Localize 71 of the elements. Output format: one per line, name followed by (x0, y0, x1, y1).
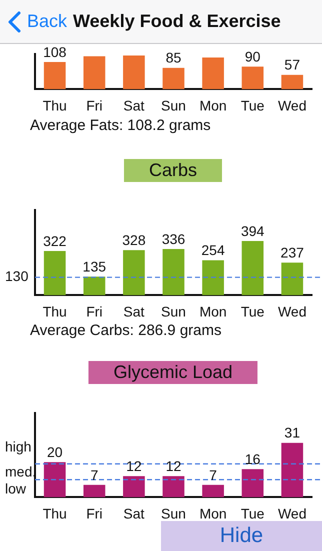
x-tick-label: Sat (123, 303, 145, 320)
bar (162, 476, 184, 498)
x-tick-label: Sun (161, 505, 186, 522)
data-label: 31 (284, 424, 300, 441)
data-label: 57 (284, 56, 300, 73)
text: low (5, 480, 27, 496)
data-label: 12 (166, 458, 182, 474)
text: high (5, 438, 32, 455)
text: Weekly Food & Exercise (73, 11, 281, 32)
data-label: 237 (280, 244, 304, 260)
bar (162, 68, 184, 90)
data-label: 85 (166, 50, 182, 66)
bar (83, 56, 106, 90)
x-tick-label: Fri (86, 303, 103, 320)
bar (202, 484, 224, 498)
bar (83, 484, 106, 498)
bar (242, 469, 264, 498)
x-tick-label: Fri (86, 505, 103, 522)
bar (281, 262, 304, 296)
bar (202, 58, 224, 90)
text: Back (27, 11, 68, 32)
data-label: 394 (240, 222, 265, 239)
chart-title: Glycemic Load (88, 361, 258, 384)
x-tick-label: Sat (123, 97, 145, 114)
bar (44, 462, 66, 498)
x-tick-label: Mon (199, 303, 227, 320)
x-tick-label: Sun (161, 303, 186, 320)
data-label: 336 (162, 230, 186, 247)
x-tick-label: Tue (240, 505, 265, 522)
x-tick-label: Wed (278, 97, 306, 114)
bar (123, 56, 145, 90)
bar (83, 276, 106, 296)
bar (123, 476, 145, 498)
bar (44, 62, 66, 90)
x-tick-label: Tue (240, 97, 265, 114)
data-label: 20 (46, 444, 63, 460)
data-label: 16 (244, 450, 261, 467)
bar (123, 250, 145, 296)
text: Average Carbs: 286.9 grams (30, 322, 222, 339)
x-tick-label: Sat (123, 505, 145, 522)
hide-button: Hide (161, 521, 322, 551)
x-tick-label: Mon (199, 505, 227, 522)
data-label: 108 (43, 44, 67, 60)
data-label: 7 (90, 466, 98, 483)
chart-title: Carbs (124, 159, 222, 182)
bar (281, 74, 304, 90)
annotation: med. (5, 464, 36, 480)
data-label: 135 (82, 258, 106, 275)
x-tick-label: Thu (42, 505, 67, 522)
x-tick-label: Tue (240, 303, 265, 320)
x-tick-label: Wed (278, 303, 306, 320)
data-label: 12 (126, 458, 142, 474)
ref-line-label: 130 (5, 268, 29, 284)
data-label: 254 (201, 242, 225, 258)
data-label: 90 (244, 48, 261, 64)
bar (44, 250, 66, 296)
bar (242, 241, 264, 296)
x-tick-label: Wed (278, 505, 306, 522)
x-tick-label: Fri (86, 97, 103, 114)
x-tick-label: Sun (161, 97, 186, 114)
data-label: 322 (43, 232, 67, 249)
bar (162, 249, 184, 296)
x-tick-label: Thu (42, 303, 67, 320)
bar (281, 442, 304, 498)
x-tick-label: Thu (42, 97, 67, 114)
x-tick-label: Mon (199, 97, 227, 114)
data-label: 328 (122, 232, 146, 248)
text: Average Fats: 108.2 grams (30, 117, 211, 134)
bar (242, 66, 264, 90)
bar (202, 260, 224, 296)
data-label: 7 (209, 466, 218, 483)
